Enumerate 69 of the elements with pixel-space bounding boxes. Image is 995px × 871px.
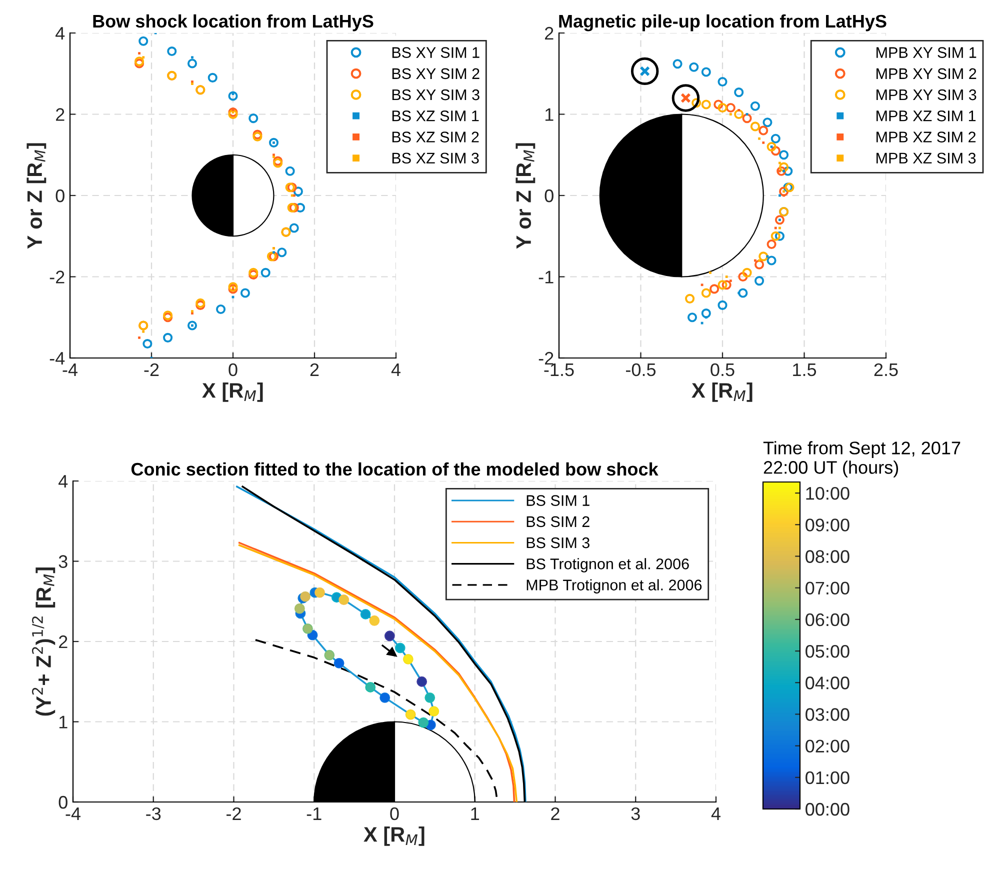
x-axis-title: X [R$_{M}$]: [692, 382, 752, 402]
chart-title: Bow shock location from LatHyS: [93, 14, 374, 32]
y-axis-title: Y or Z [R$_{M}$]: [26, 143, 46, 249]
y-tick-label: 2: [56, 108, 64, 121]
y-tick-label: 2: [545, 26, 554, 40]
chart-title: Conic section fitted to the location of the modeled bow shock: [131, 462, 658, 476]
legend-label: MPB XY SIM 1: [876, 47, 976, 58]
legend-label: MPB XY SIM 3: [876, 89, 976, 100]
color-bar-label: 03:00: [806, 708, 850, 721]
x-tick-label: 0.5: [710, 363, 734, 376]
color-bar-label: 02:00: [806, 740, 850, 753]
legend-label: MPB Trotignon et al. 2006: [526, 579, 702, 594]
color-bar-label: 08:00: [806, 550, 850, 563]
legend-label: BS SIM 2: [526, 516, 590, 528]
legend-label: MPB XZ SIM 3: [876, 152, 976, 164]
color-bar-label: 05:00: [806, 644, 850, 658]
chart-title: Magnetic pile-up location from LatHyS: [559, 14, 886, 32]
x-tick-label: -2: [144, 363, 159, 376]
y-axis-title: Y or Z [R$_{M}$]: [516, 143, 536, 249]
x-tick-label: 0: [228, 363, 238, 376]
y-tick-label: 3: [58, 555, 68, 568]
x-tick-label: -3: [146, 807, 161, 820]
x-tick-label: 1: [471, 808, 480, 820]
legend-label: BS SIM 1: [526, 495, 590, 506]
x-tick-label: -0.5: [626, 363, 656, 376]
y-tick-label: 4: [56, 27, 65, 40]
legend-label: BS XY SIM 3: [392, 89, 480, 100]
y-tick-label: 2: [59, 635, 68, 648]
x-axis-title: X [R$_{M}$]: [364, 826, 424, 846]
y-tick-label: -2: [50, 270, 64, 284]
color-bar-label: 00:00: [806, 802, 850, 816]
color-bar-title: Time from Sept 12, 2017 22:00 UT (hours): [763, 441, 960, 478]
legend-label: MPB XZ SIM 1: [876, 110, 976, 122]
x-tick-label: 4: [711, 808, 720, 820]
x-tick-label: 2.5: [874, 363, 898, 376]
x-tick-label: -2: [226, 807, 241, 820]
y-tick-label: -4: [50, 352, 65, 365]
legend-label: BS XY SIM 2: [392, 68, 480, 80]
y-tick-label: -1: [538, 270, 554, 284]
y-tick-label: 1: [545, 108, 554, 121]
legend-label: BS Trotignon et al. 2006: [526, 558, 689, 572]
color-bar-label: 06:00: [806, 613, 850, 626]
text: (Y$^{2}$+ Z$^{2}$)$^{1/2}$ [R$_{M}$]: [32, 568, 56, 716]
color-bar-label: 04:00: [806, 676, 850, 690]
y-tick-label: 0: [544, 189, 554, 202]
color-bar-label: 10:00: [806, 486, 850, 500]
y-tick-label: -2: [538, 352, 554, 365]
y-tick-label: 4: [58, 475, 68, 488]
x-tick-label: 0: [390, 807, 399, 820]
legend-label: MPB XZ SIM 2: [876, 132, 976, 142]
legend-label: BS XZ SIM 1: [392, 110, 479, 122]
x-tick-label: 4: [391, 364, 400, 376]
color-bar-label: 01:00: [806, 771, 850, 784]
y-tick-label: 0: [58, 796, 68, 809]
legend-label: MPB XY SIM 2: [876, 68, 976, 80]
legend-label: BS SIM 3: [526, 537, 590, 548]
y-tick-label: 0: [56, 189, 64, 202]
x-tick-label: 1.5: [793, 364, 816, 376]
x-tick-label: 2: [310, 363, 319, 376]
color-bar-label: 09:00: [806, 518, 850, 532]
x-tick-label: 3: [631, 807, 640, 820]
legend-label: BS XY SIM 1: [392, 47, 480, 58]
x-tick-label: -1.5: [544, 364, 574, 376]
y-tick-label: 1: [59, 716, 68, 728]
color-bar-label: 07:00: [806, 582, 850, 595]
legend-label: BS XZ SIM 3: [392, 152, 479, 164]
legend-label: BS XZ SIM 2: [392, 132, 479, 142]
x-axis-title: X [R$_{M}$]: [202, 382, 263, 402]
x-tick-label: -1: [306, 808, 322, 820]
